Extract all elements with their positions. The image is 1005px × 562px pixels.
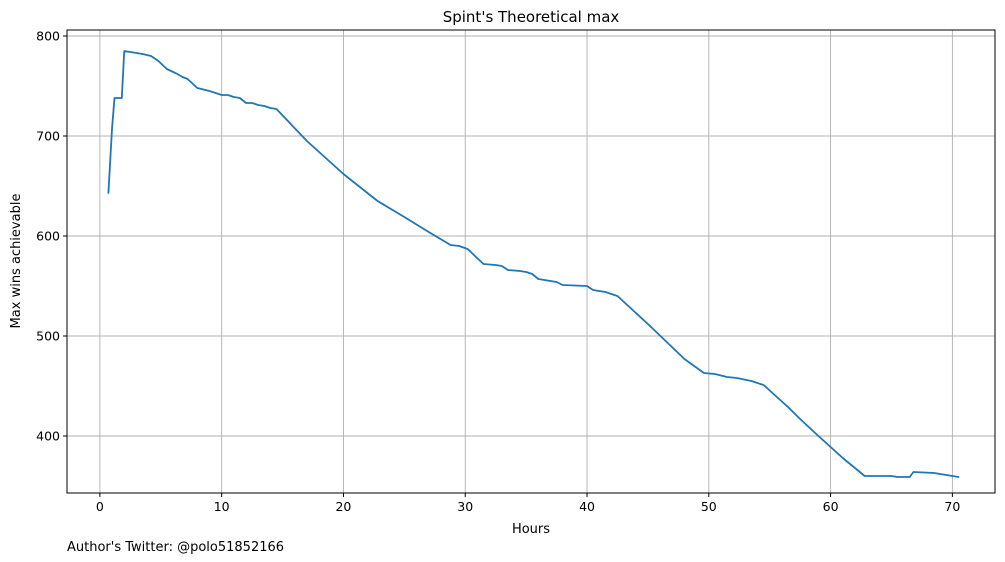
y-axis-label: Max wins achievable <box>9 194 24 329</box>
plot-frame <box>66 29 996 494</box>
x-axis: 0 10 20 30 40 50 60 70 <box>96 493 960 514</box>
x-tick-label: 30 <box>457 499 473 514</box>
x-tick-label: 10 <box>214 499 230 514</box>
x-tick-label: 50 <box>701 499 717 514</box>
chart-title: Spint's Theoretical max <box>443 8 620 26</box>
y-tick-label: 600 <box>36 229 60 244</box>
y-tick-label: 700 <box>36 129 60 144</box>
grid-lines <box>67 30 995 493</box>
x-tick-label: 40 <box>579 499 595 514</box>
x-tick-label: 70 <box>944 499 960 514</box>
y-tick-label: 800 <box>36 29 60 44</box>
x-axis-label: Hours <box>512 522 550 537</box>
author-twitter-note: Author's Twitter: @polo51852166 <box>67 540 284 555</box>
x-tick-label: 0 <box>96 499 104 514</box>
x-tick-label: 20 <box>335 499 351 514</box>
y-tick-label: 400 <box>36 429 60 444</box>
y-tick-label: 500 <box>36 329 60 344</box>
series-layer <box>107 50 960 478</box>
plot-area <box>67 30 995 493</box>
series-line <box>107 50 960 478</box>
y-axis: 400 500 600 700 800 <box>36 29 67 444</box>
x-tick-label: 60 <box>823 499 839 514</box>
